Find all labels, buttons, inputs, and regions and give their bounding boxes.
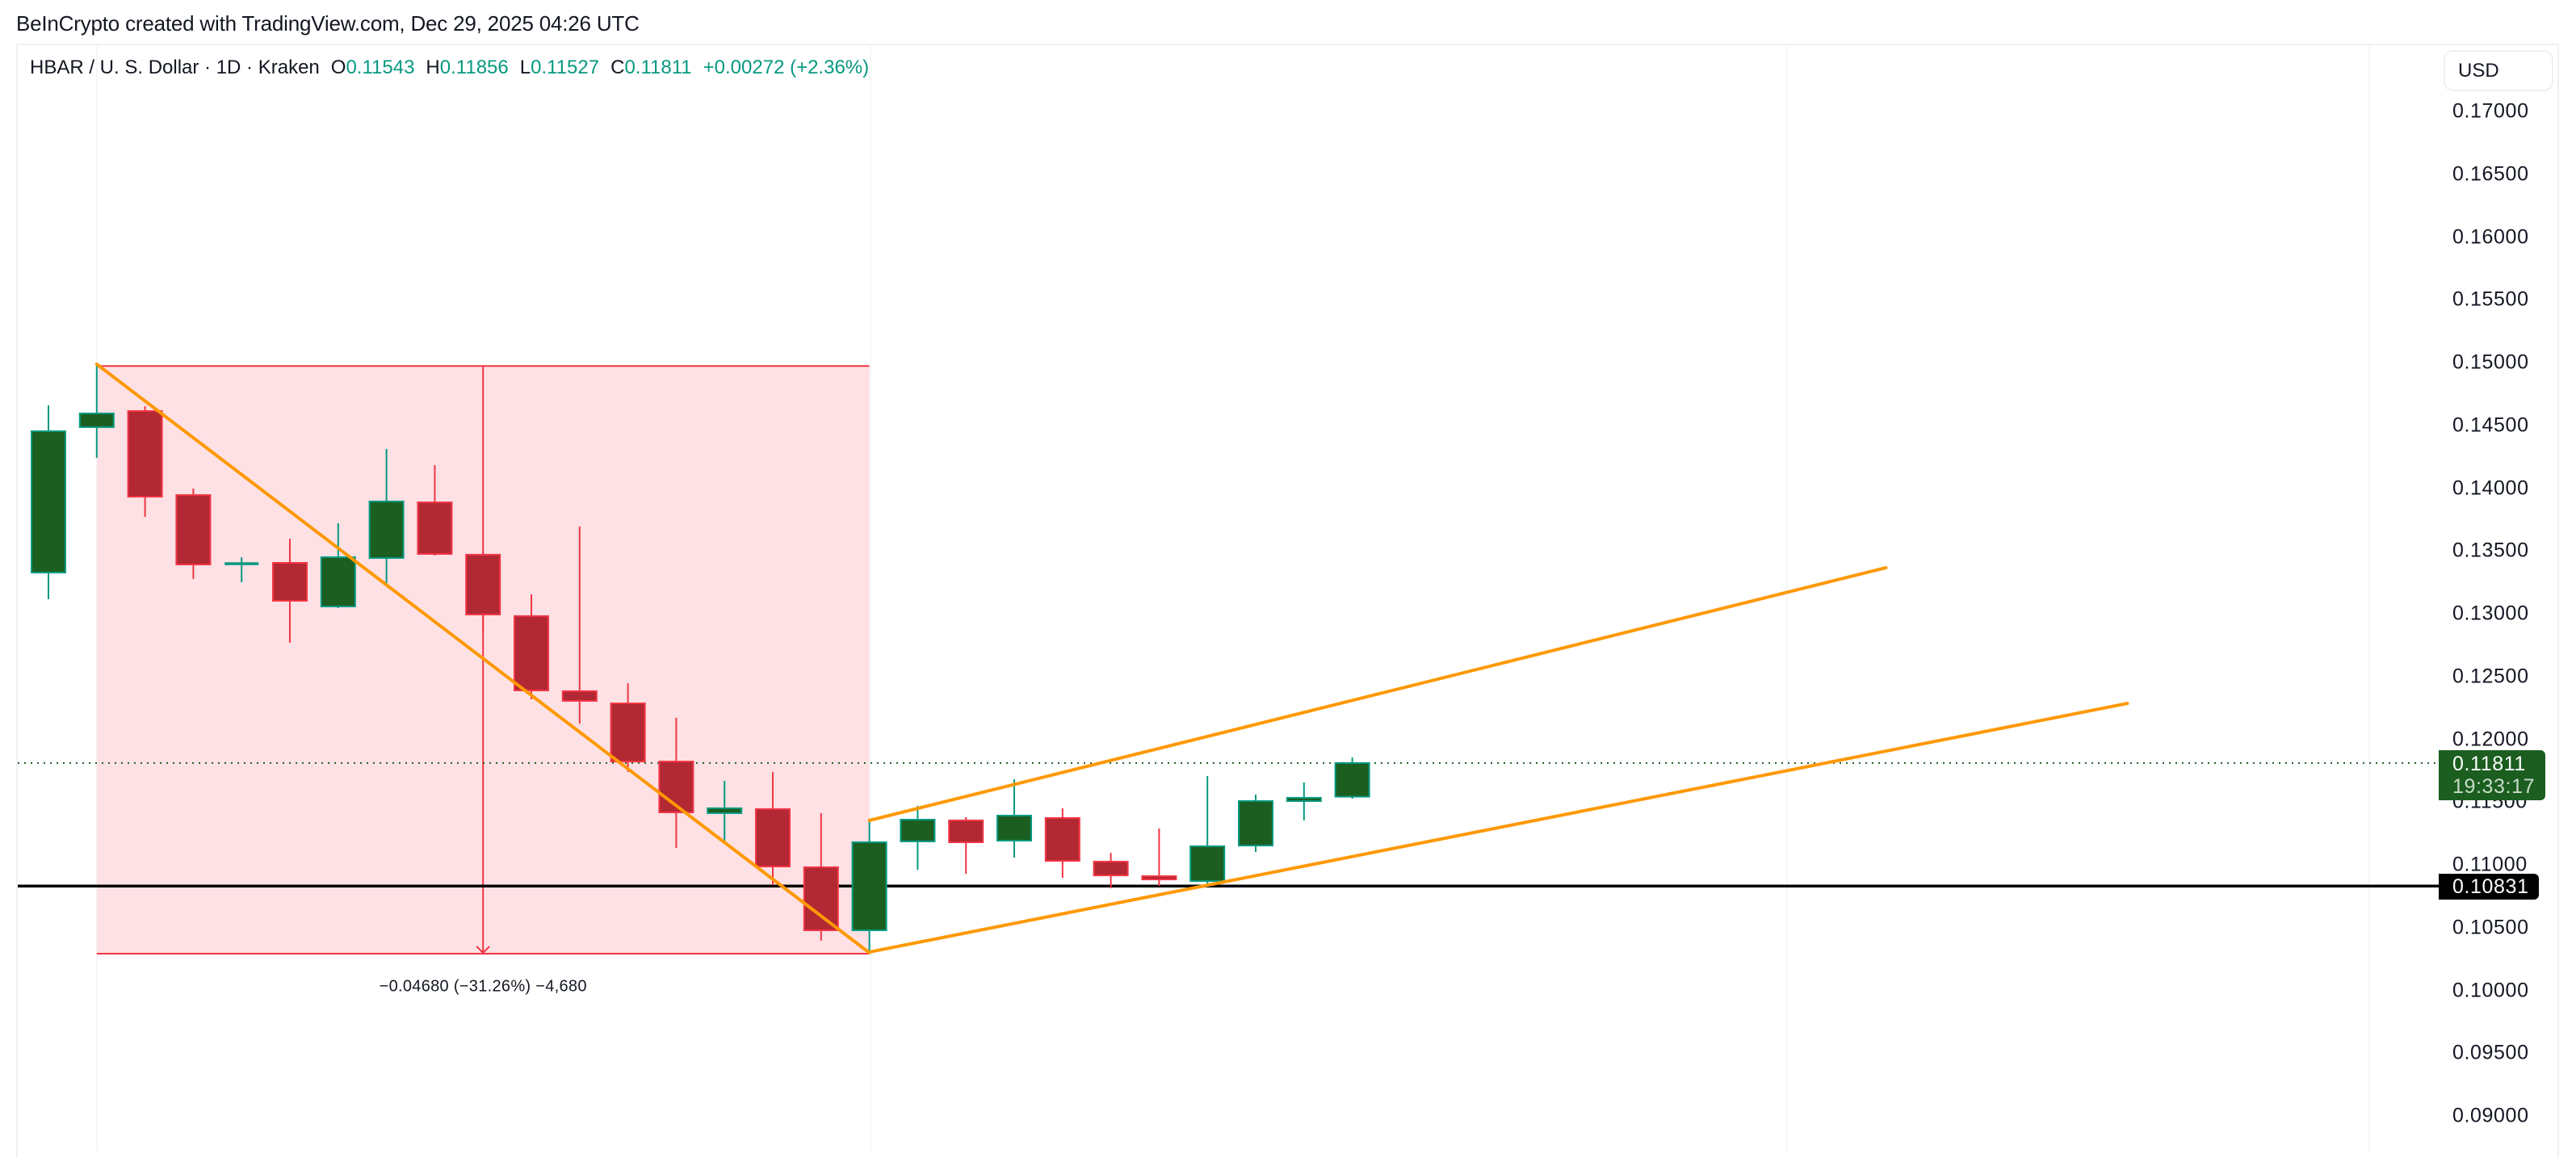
candle: [900, 805, 936, 871]
candle-body: [996, 815, 1032, 841]
candle-body: [1189, 845, 1226, 883]
price-tick: 0.09500: [2452, 1041, 2529, 1064]
candle: [561, 526, 598, 724]
candle-body: [900, 819, 936, 842]
candle: [610, 682, 646, 772]
candle: [272, 539, 308, 643]
candle: [1286, 782, 1322, 820]
candle-body: [78, 412, 115, 428]
trendlines[interactable]: [94, 363, 2129, 955]
candle-body: [272, 562, 308, 602]
candle-body: [610, 703, 646, 763]
candle-body: [31, 430, 66, 573]
price-tick: 0.11000: [2452, 853, 2528, 876]
candle: [514, 594, 549, 700]
candle-body: [707, 807, 743, 814]
candle: [417, 465, 453, 556]
low-label: L: [519, 57, 531, 78]
candle-body: [1238, 800, 1273, 847]
chart-frame: [16, 44, 2559, 1158]
candle-body: [224, 562, 259, 565]
price-tick: 0.16500: [2452, 162, 2529, 186]
candle: [1238, 794, 1273, 852]
candle-body: [514, 615, 549, 692]
candle-body: [320, 556, 356, 607]
candle: [1334, 757, 1370, 799]
candle: [851, 820, 887, 954]
candle-body: [417, 501, 453, 555]
candle-body: [1093, 860, 1129, 877]
horizontal-lines[interactable]: [18, 762, 2439, 888]
candle: [127, 405, 163, 517]
price-axis-separator: [2368, 45, 2370, 1152]
candle: [948, 816, 984, 875]
candle-body: [1334, 762, 1370, 798]
candle: [1044, 808, 1080, 879]
candle: [31, 405, 66, 599]
open-label: O: [330, 57, 346, 78]
candle-body: [948, 819, 984, 844]
price-tick: 0.10000: [2452, 979, 2529, 1001]
bar-countdown: 19:33:17: [2452, 775, 2536, 798]
candle-body: [755, 808, 791, 868]
price-tick: 0.12000: [2452, 728, 2529, 750]
candle-body: [561, 690, 598, 702]
price-tick: 0.17000: [2452, 99, 2529, 123]
change-value: +0.00272 (+2.36%): [703, 57, 870, 78]
price-tick: 0.16000: [2452, 225, 2529, 248]
last-price-value: 0.11811: [2452, 753, 2526, 775]
symbol-legend: HBAR / U. S. Dollar · 1D · Kraken O 0.115…: [30, 57, 869, 79]
candle: [803, 812, 839, 941]
currency-button[interactable]: USD: [2444, 50, 2553, 91]
candle-body: [368, 500, 405, 559]
candle-body: [1141, 875, 1177, 881]
candle: [1093, 853, 1129, 888]
candle: [707, 780, 743, 843]
candle: [78, 364, 115, 459]
channel-upper[interactable]: [867, 566, 1888, 822]
symbol-title[interactable]: HBAR / U. S. Dollar · 1D · Kraken: [30, 57, 320, 78]
price-tick: 0.10500: [2452, 916, 2529, 939]
candle: [1141, 829, 1177, 886]
price-tick: 0.12500: [2452, 665, 2529, 688]
candle-body: [1044, 816, 1080, 862]
last-price-tag: 0.11811 19:33:17: [2439, 750, 2545, 800]
candle-body: [127, 410, 163, 498]
arrow-down-icon: [476, 946, 490, 955]
price-tick: 0.15500: [2452, 287, 2529, 311]
candle: [175, 488, 212, 579]
price-tick: 0.14500: [2452, 413, 2529, 437]
price-tick: 0.09000: [2452, 1104, 2529, 1127]
chart-attribution: BeInCrypto created with TradingView.com,…: [16, 11, 640, 36]
level-price-tag: 0.10831: [2439, 874, 2539, 900]
open-value: 0.11543: [346, 57, 415, 78]
high-value: 0.11856: [439, 57, 509, 78]
channel-lower[interactable]: [867, 702, 2129, 954]
close-label: C: [610, 57, 625, 78]
candle-body: [465, 553, 501, 615]
candle-body: [175, 494, 212, 566]
low-value: 0.11527: [531, 57, 600, 78]
high-label: H: [426, 57, 440, 78]
candle: [465, 552, 501, 633]
candle: [755, 771, 791, 886]
candle-body: [1286, 796, 1322, 803]
measure-label: −0.04680 (−31.26%) −4,680: [379, 977, 587, 996]
candle: [320, 523, 356, 609]
close-value: 0.11811: [624, 57, 692, 78]
price-tick: 0.15000: [2452, 350, 2529, 374]
price-tick: 0.14000: [2452, 476, 2529, 499]
price-tick: 0.13500: [2452, 539, 2529, 562]
candle: [368, 448, 405, 584]
candle: [1189, 776, 1226, 886]
candle-body: [803, 866, 839, 932]
candle: [996, 778, 1032, 858]
candle: [224, 557, 259, 582]
candles: [31, 364, 1370, 954]
price-tick: 0.13000: [2452, 602, 2529, 625]
candle-body: [851, 841, 887, 932]
descending-trendline[interactable]: [94, 363, 871, 955]
